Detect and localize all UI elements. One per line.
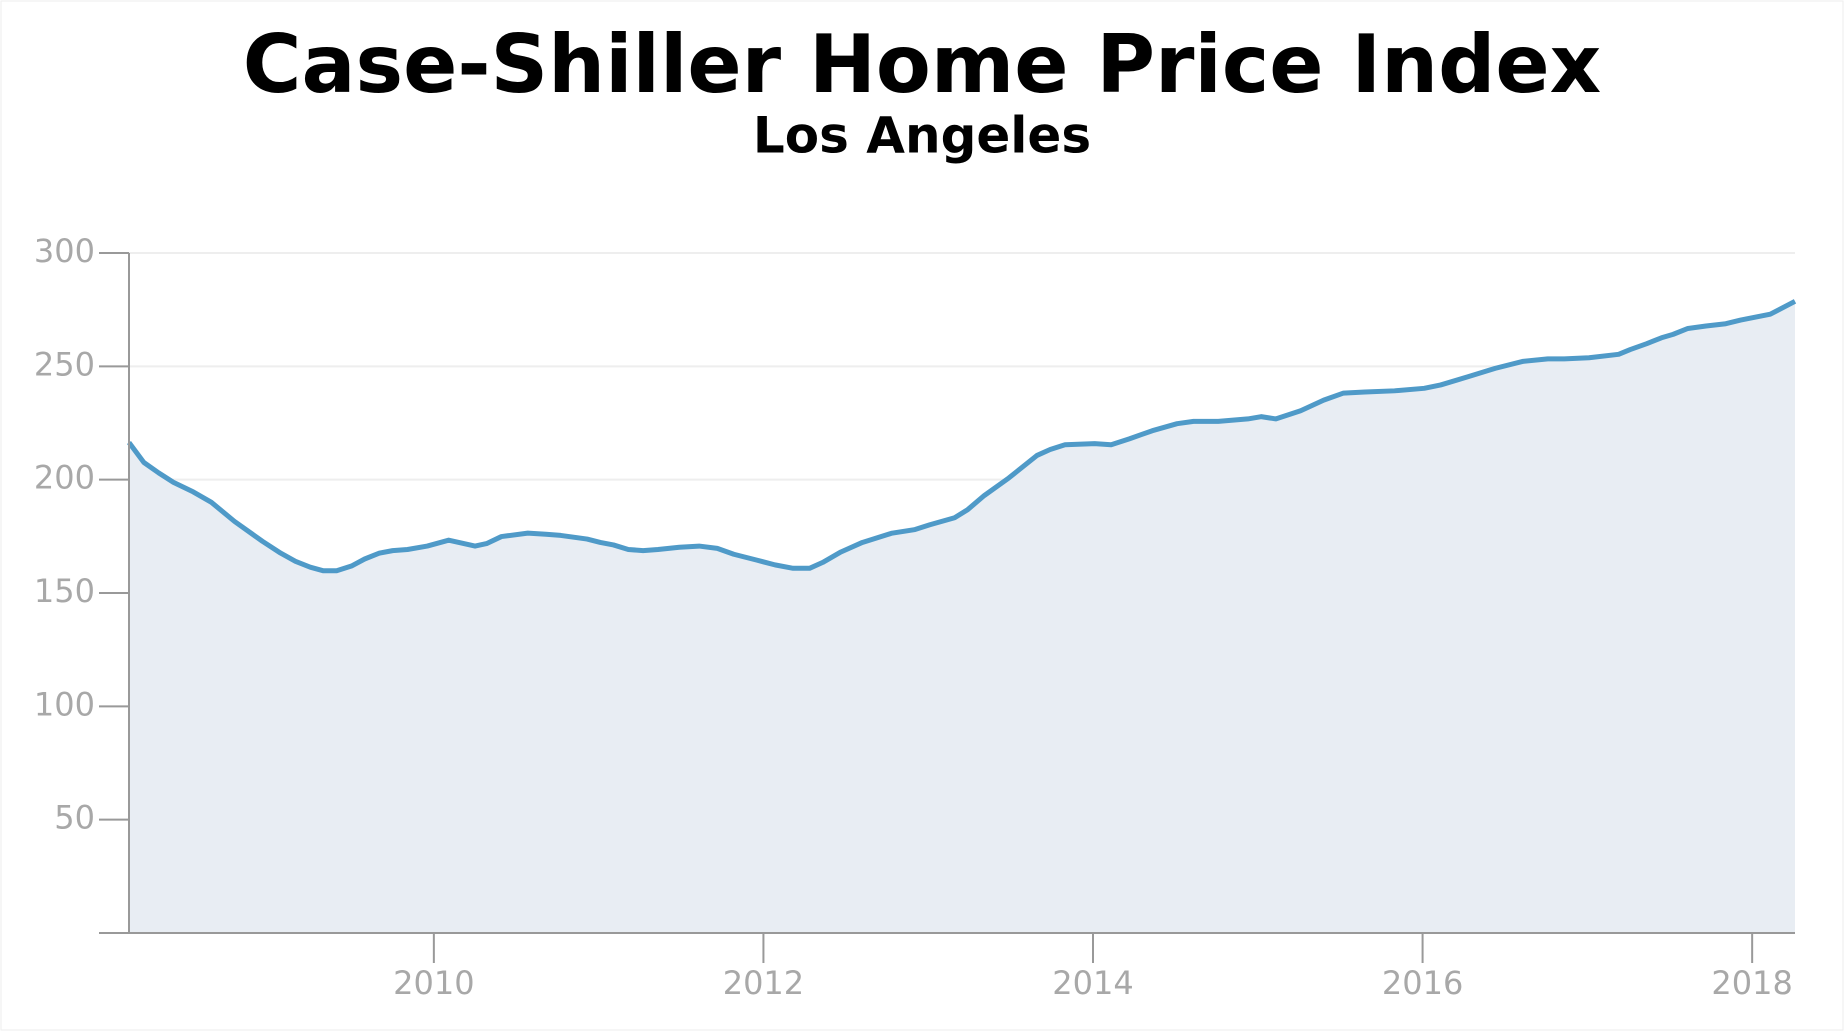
chart-title: Case-Shiller Home Price Index xyxy=(243,18,1601,111)
y-tick-label: 200 xyxy=(34,459,95,497)
x-tick-label: 2010 xyxy=(393,964,474,1002)
y-tick-label: 300 xyxy=(34,232,95,270)
x-tick-label: 2016 xyxy=(1382,964,1463,1002)
y-tick-label: 100 xyxy=(34,685,95,723)
line xyxy=(126,299,1797,574)
x-tick-label: 2014 xyxy=(1052,964,1133,1002)
y-tick-label: 150 xyxy=(34,572,95,610)
area xyxy=(129,301,1795,933)
y-tick-label: 50 xyxy=(54,799,95,837)
y-tick-label: 250 xyxy=(34,345,95,383)
chart-subtitle: Los Angeles xyxy=(753,107,1091,165)
x-tick-label: 2018 xyxy=(1711,964,1792,1002)
x-tick-label: 2012 xyxy=(723,964,804,1002)
